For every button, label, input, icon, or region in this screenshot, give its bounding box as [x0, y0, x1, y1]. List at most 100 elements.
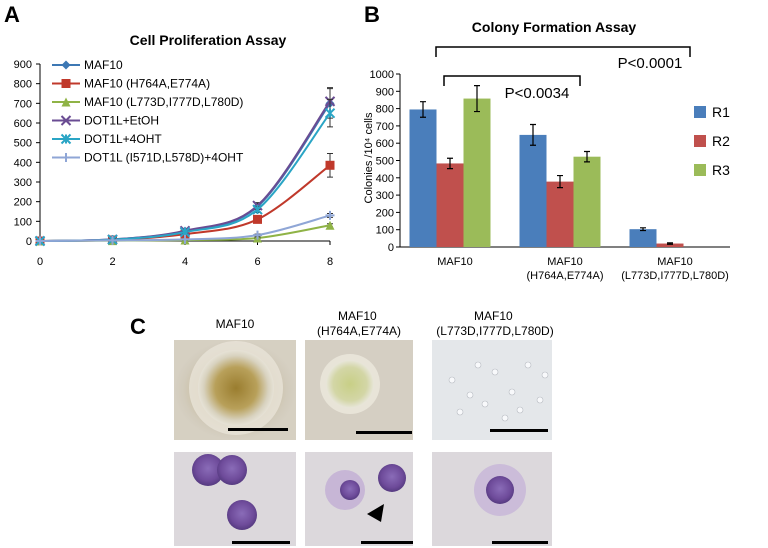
legend-marker [61, 153, 71, 162]
colony-image-l773d [432, 340, 552, 440]
colony-error-bar [557, 174, 563, 189]
colony-chart-ylabel: Colonies /10⁴ cells [363, 112, 375, 203]
cell-image-l773d [432, 452, 552, 546]
proliferation-series [34, 87, 336, 247]
colony-bar [656, 243, 684, 247]
colony-legend: R1 R2 R3 [694, 104, 730, 178]
proliferation-y-tick-label: 700 [14, 98, 32, 110]
proliferation-x-tick-label: 6 [254, 256, 260, 268]
proliferation-series-4 [34, 98, 336, 247]
colony-image-h764a [305, 340, 413, 440]
colony-category-label: (H764A,E774A) [526, 270, 603, 282]
colony-legend-label: R2 [712, 133, 730, 149]
proliferation-point [324, 107, 336, 119]
proliferation-legend-label: MAF10 [84, 58, 123, 72]
cell-image-maf10 [174, 452, 296, 546]
proliferation-y-tick-label: 300 [14, 177, 32, 189]
significance-label-inner: P<0.0034 [505, 85, 570, 102]
micro-col2-line1: (L773D,I777D,L780D) [436, 324, 553, 338]
proliferation-y-tick-label: 100 [14, 216, 32, 228]
colony-y-tick-label: 1000 [370, 69, 394, 81]
proliferation-legend-label: DOT1L+EtOH [84, 114, 159, 128]
proliferation-series-3 [34, 87, 336, 247]
colony-error-bar [640, 227, 646, 232]
proliferation-y-tick-label: 600 [14, 118, 32, 130]
colony-legend-swatch [694, 106, 706, 118]
colony-chart-title: Colony Formation Assay [472, 19, 637, 35]
micrograph-label-l773d: MAF10 (L773D,I777D,L780D) [436, 309, 553, 338]
colony-legend-item-1: R2 [694, 133, 730, 149]
colony-y-tick-label: 700 [376, 121, 394, 133]
arrowhead-icon [367, 504, 384, 522]
colony-axes: 0 100 200 300 400 500 600 700 800 900 1000 MAF10 MAF… [370, 69, 730, 282]
proliferation-point [325, 210, 335, 220]
colony-significance: P<0.0034 P<0.0001 [435, 46, 691, 102]
colony-legend-label: R3 [712, 162, 730, 178]
proliferation-legend-item-5: DOT1L (I571D,L578D)+4OHT [52, 151, 244, 165]
colony-error-bar [530, 123, 536, 146]
micro-col2-line0: MAF10 [474, 309, 513, 323]
colony-error-bar [474, 84, 480, 113]
colony-y-tick-label: 600 [376, 138, 394, 150]
colony-y-tick-label: 400 [376, 173, 394, 185]
proliferation-legend-label: DOT1L (I571D,L578D)+4OHT [84, 151, 244, 165]
proliferation-series-5 [35, 210, 335, 246]
proliferation-y-tick-label: 900 [14, 59, 32, 71]
colony-category-label: MAF10 [437, 256, 472, 268]
proliferation-legend-item-2: MAF10 (L773D,I777D,L780D) [52, 95, 243, 109]
proliferation-point [253, 214, 262, 224]
proliferation-y-tick-label: 800 [14, 79, 32, 91]
significance-bracket-inner [443, 75, 581, 86]
proliferation-chart: Cell Proliferation Assay 0 100 200 300 400 50… [14, 32, 336, 268]
colony-y-tick-label: 100 [376, 225, 394, 237]
colony-error-bar [447, 157, 453, 170]
colony-y-tick-label: 200 [376, 207, 394, 219]
colony-legend-item-2: R3 [694, 162, 730, 178]
proliferation-point [325, 160, 335, 170]
proliferation-point [35, 236, 45, 246]
colony-bar [629, 229, 657, 247]
proliferation-y-tick-label: 400 [14, 157, 32, 169]
legend-marker [60, 133, 72, 145]
colony-y-tick-label: 900 [376, 86, 394, 98]
colony-y-tick-label: 0 [388, 242, 394, 254]
panel-label-a: A [4, 2, 20, 27]
cell-image-h764a [305, 452, 413, 546]
colony-error-bar [584, 150, 590, 163]
proliferation-axes: 0 100 200 300 400 500 600 700 800 900 0 2 4 6 8 [14, 59, 333, 268]
proliferation-legend-label: MAF10 (L773D,I777D,L780D) [84, 95, 243, 109]
proliferation-point [253, 230, 262, 240]
micrograph-label-h764a: MAF10 (H764A,E774A) [317, 309, 401, 338]
proliferation-legend-item-3: DOT1L+EtOH [52, 114, 159, 128]
proliferation-legend: MAF10 MAF10 (H764A,E774A) MAF10 (L773D,I77… [52, 58, 244, 165]
proliferation-chart-title: Cell Proliferation Assay [130, 32, 287, 48]
proliferation-point [325, 220, 335, 230]
colony-y-tick-label: 300 [376, 190, 394, 202]
proliferation-point [252, 204, 263, 215]
colony-bar [436, 163, 464, 247]
colony-bar [409, 109, 437, 247]
proliferation-legend-item-4: DOT1L+4OHT [52, 132, 162, 146]
proliferation-x-tick-label: 4 [182, 256, 188, 268]
proliferation-point [108, 235, 117, 245]
proliferation-legend-label: MAF10 (H764A,E774A) [84, 77, 210, 91]
colony-legend-swatch [694, 135, 706, 147]
proliferation-y-tick-label: 200 [14, 197, 32, 209]
proliferation-point [180, 234, 190, 244]
colony-category-label: MAF10 [657, 256, 692, 268]
significance-bracket-outer [435, 46, 691, 57]
micro-col0-line0: MAF10 [216, 317, 255, 331]
proliferation-y-tick-label: 500 [14, 138, 32, 150]
colony-bar [573, 156, 601, 247]
proliferation-x-tick-label: 0 [37, 256, 43, 268]
proliferation-series-0 [35, 88, 335, 246]
colony-error-bar [420, 101, 426, 118]
panel-label-b: B [364, 2, 380, 27]
micro-col1-line0: MAF10 [338, 309, 377, 323]
colony-category-label: MAF10 [547, 256, 582, 268]
micrograph-panel: MAF10 MAF10 (H764A,E774A) MAF10 (L773D,I… [174, 309, 554, 546]
colony-bar [546, 181, 574, 247]
micrograph-label-maf10: MAF10 [216, 317, 255, 331]
